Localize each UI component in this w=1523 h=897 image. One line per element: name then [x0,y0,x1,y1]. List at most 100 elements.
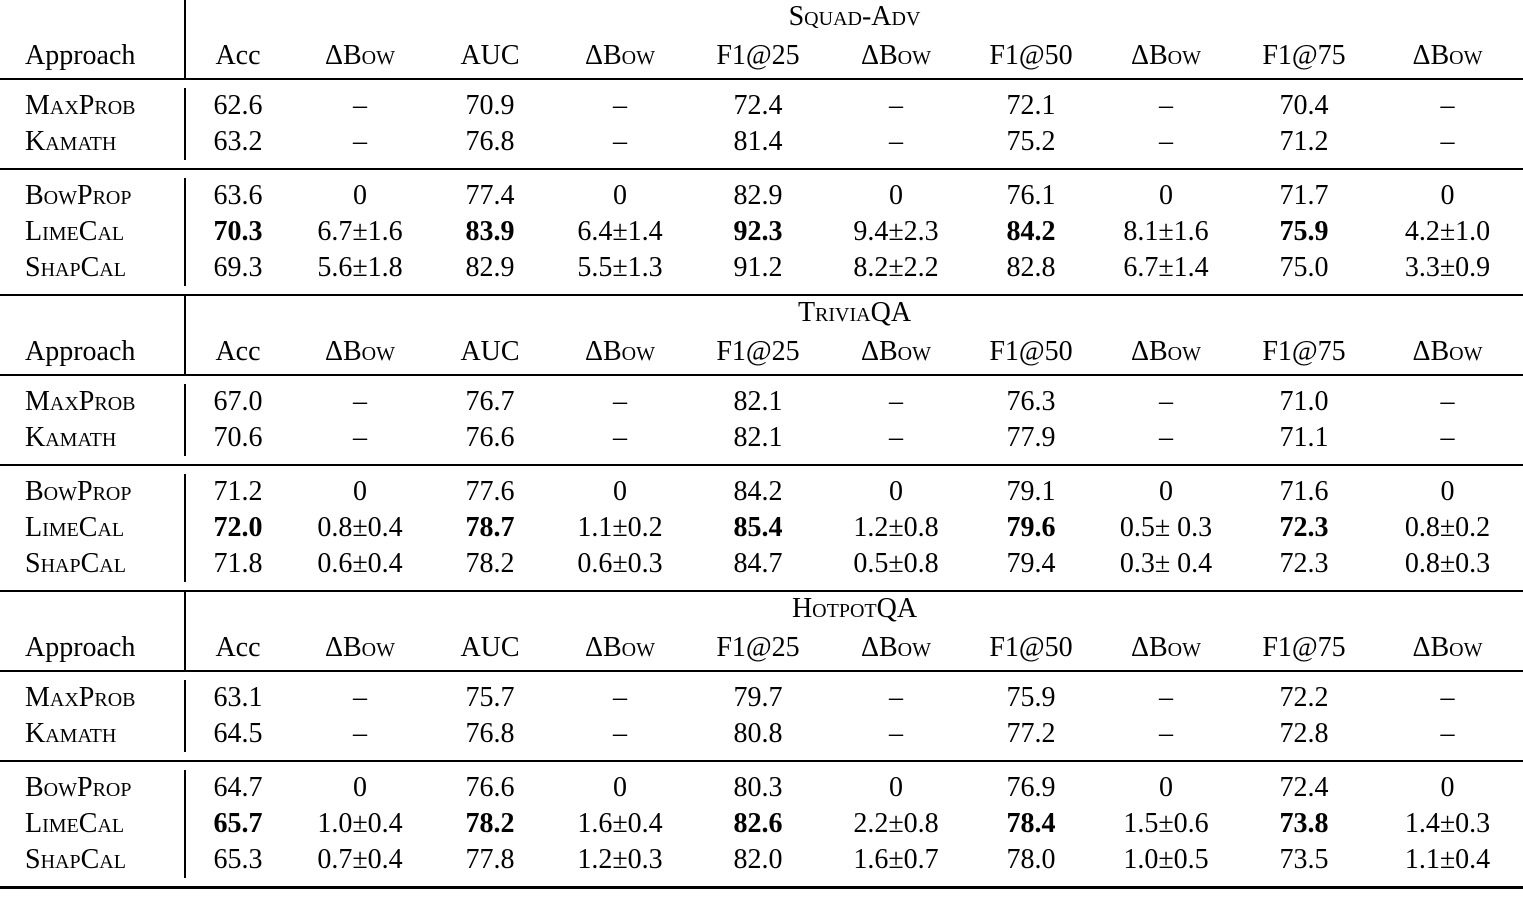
metric-value: 82.6 [733,808,783,839]
column-header: AUC [460,336,520,367]
metric-value: 0 [889,476,903,507]
metric-value: 78.7 [465,512,515,543]
metric-value: 0.6±0.4 [317,548,403,579]
metric-value: 0 [1440,772,1455,803]
column-header-row: Approach Acc ΔBow AUC ΔBow F1@25 ΔBow F1@50 ΔBo… [0,626,1523,670]
metric-value: 0.8±0.3 [1404,548,1491,579]
metric-value: 77.9 [1006,422,1056,453]
approach-label: Kamath [0,124,186,160]
metric-value: 5.6±1.8 [317,252,403,283]
table-row: LimeCal 72.0 0.8±0.4 78.7 1.1±0.2 85.4 1.2±0.8… [0,510,1523,546]
method-rows: BowProp 64.7 0 76.6 0 80.3 0 76.9 0 72.4 0 LimeCal 6… [0,762,1523,886]
table-row: LimeCal 65.7 1.0±0.4 78.2 1.6±0.4 82.6 2.2±0.8… [0,806,1523,842]
approach-header: Approach [0,330,186,374]
approach-label: BowProp [0,178,186,214]
dataset-title-row: Squad-Adv [0,0,1523,34]
metric-value: – [613,718,627,749]
approach-label: ShapCal [0,842,186,878]
metric-value: 64.7 [213,772,263,803]
table-row: ShapCal 71.8 0.6±0.4 78.2 0.6±0.3 84.7 0.5±0.8… [0,546,1523,582]
metric-value: 76.3 [1006,386,1056,417]
column-header: F1@25 [716,336,800,367]
column-header: ΔBow [1412,336,1483,367]
metric-value: 1.6±0.4 [577,808,663,839]
group-divider-rule [0,760,1523,762]
metric-value: 0 [613,476,627,507]
metric-value: 0 [889,772,903,803]
metric-value: 73.8 [1279,808,1329,839]
approach-label: MaxProb [0,88,186,124]
header-rule [0,670,1523,672]
metric-value: 63.1 [213,682,263,713]
metric-value: – [1440,126,1455,157]
metric-value: 77.2 [1006,718,1056,749]
dataset-section-hotpotqa: HotpotQA Approach Acc ΔBow AUC ΔBow F1@25 ΔBo… [0,592,1523,889]
metric-value: 0.3± 0.4 [1119,548,1213,579]
metric-value: – [889,126,903,157]
baseline-rows: MaxProb 62.6 – 70.9 – 72.4 – 72.1 – 70.4 – Kamath 63… [0,80,1523,168]
metric-value: – [1440,386,1455,417]
metric-value: – [353,126,367,157]
column-header: F1@75 [1262,40,1346,71]
metric-value: 72.0 [213,512,263,543]
metric-value: – [613,422,627,453]
dataset-title-row: HotpotQA [0,592,1523,626]
metric-value: 0 [1159,180,1173,211]
metric-value: 0 [353,476,367,507]
column-header: ΔBow [1412,40,1483,71]
metric-value: 71.6 [1279,476,1329,507]
approach-header: Approach [0,34,186,78]
metric-value: 76.8 [465,718,515,749]
metric-value: 8.2±2.2 [853,252,939,283]
metric-value: 82.1 [733,386,783,417]
table-row: MaxProb 67.0 – 76.7 – 82.1 – 76.3 – 71.0 – [0,384,1523,420]
approach-label: Kamath [0,420,186,456]
column-header: F1@75 [1262,632,1346,663]
metric-value: 0 [353,180,367,211]
metric-value: 72.1 [1006,90,1056,121]
metric-value: 77.8 [465,844,515,875]
metric-value: 84.7 [733,548,783,579]
metric-value: 80.3 [733,772,783,803]
metric-value: 63.2 [213,126,263,157]
title-row-spacer [0,592,186,626]
metric-value: 3.3±0.9 [1404,252,1491,283]
metric-value: – [1159,386,1173,417]
metric-value: 1.2±0.8 [853,512,939,543]
section-end-rule [0,294,1523,296]
metric-value: 0 [889,180,903,211]
approach-label: Kamath [0,716,186,752]
metric-value: 72.2 [1279,682,1329,713]
metric-value: 71.8 [213,548,263,579]
metric-value: – [889,386,903,417]
metric-value: – [613,386,627,417]
metric-value: 0.5± 0.3 [1119,512,1213,543]
metric-value: 6.4±1.4 [577,216,663,247]
metric-value: 1.4±0.3 [1404,808,1491,839]
metric-value: – [889,718,903,749]
metric-value: – [613,126,627,157]
column-header: F1@25 [716,632,800,663]
table-row: MaxProb 63.1 – 75.7 – 79.7 – 75.9 – 72.2 – [0,680,1523,716]
metric-value: 79.4 [1006,548,1056,579]
metric-value: 82.8 [1006,252,1056,283]
dataset-title-row: TriviaQA [0,296,1523,330]
dataset-title: Squad-Adv [788,1,921,32]
method-rows: BowProp 63.6 0 77.4 0 82.9 0 76.1 0 71.7 0 LimeCal 7… [0,170,1523,294]
metric-value: 75.2 [1006,126,1056,157]
metric-value: – [353,90,367,121]
metric-value: – [1159,422,1173,453]
metric-value: 80.8 [733,718,783,749]
metric-value: – [353,386,367,417]
metric-value: 91.2 [733,252,783,283]
metric-value: – [1440,422,1455,453]
metric-value: – [889,682,903,713]
metric-value: – [613,90,627,121]
approach-label: MaxProb [0,384,186,420]
approach-label: LimeCal [0,510,186,546]
metric-value: 62.6 [213,90,263,121]
metric-value: 78.0 [1006,844,1056,875]
metric-value: 72.3 [1279,512,1329,543]
metric-value: 71.7 [1279,180,1329,211]
column-header: F1@50 [989,40,1073,71]
